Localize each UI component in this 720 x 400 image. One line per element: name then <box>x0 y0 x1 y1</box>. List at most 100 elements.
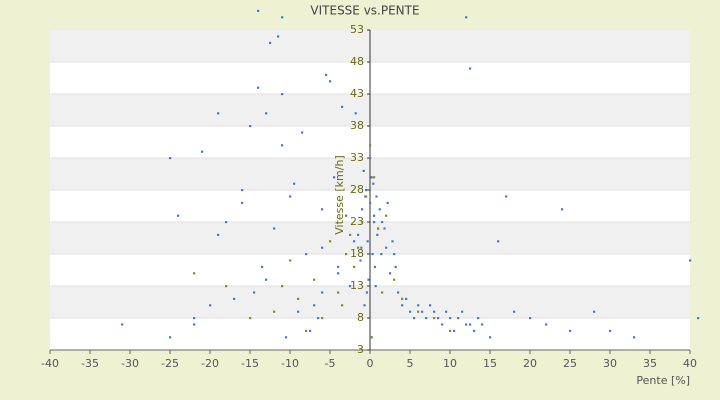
point <box>169 336 172 339</box>
point <box>225 285 228 288</box>
point <box>469 67 472 70</box>
point <box>378 208 381 211</box>
x-tick-label: 35 <box>643 357 657 370</box>
point <box>325 73 328 76</box>
point <box>381 221 384 224</box>
x-tick-label: 10 <box>443 357 457 370</box>
point <box>309 329 312 332</box>
point <box>354 112 357 115</box>
point <box>273 310 276 313</box>
point <box>529 317 532 320</box>
y-tick-label: 3 <box>357 343 364 356</box>
point <box>289 259 292 262</box>
chart-title: VITESSE vs.PENTE <box>310 4 419 18</box>
point <box>349 233 352 236</box>
point <box>217 233 220 236</box>
x-axis-label: Pente [%] <box>636 374 690 387</box>
y-tick-label: 48 <box>350 55 364 68</box>
point <box>359 259 362 262</box>
x-tick-label: 15 <box>483 357 497 370</box>
x-tick-label: -25 <box>161 357 179 370</box>
point <box>193 317 196 320</box>
point <box>433 310 436 313</box>
y-axis-label: Vitesse [km/h] <box>333 155 346 235</box>
point <box>265 112 268 115</box>
point <box>241 189 244 192</box>
point <box>361 208 364 211</box>
y-tick-label: 43 <box>350 87 364 100</box>
x-tick-label: 30 <box>603 357 617 370</box>
point <box>329 240 332 243</box>
point <box>429 304 432 307</box>
point <box>633 336 636 339</box>
x-tick-label: 0 <box>367 357 374 370</box>
point <box>361 221 364 224</box>
point <box>405 297 408 300</box>
point <box>362 169 365 172</box>
point <box>569 329 572 332</box>
point <box>369 144 372 147</box>
y-tick-label: 28 <box>350 183 364 196</box>
point <box>489 336 492 339</box>
point <box>593 310 596 313</box>
point <box>409 310 412 313</box>
point <box>453 329 456 332</box>
point <box>193 323 196 326</box>
point <box>374 285 377 288</box>
point <box>225 221 228 224</box>
x-tick-label: -5 <box>325 357 336 370</box>
point <box>393 278 396 281</box>
point <box>449 329 452 332</box>
x-tick-label: -15 <box>241 357 259 370</box>
point <box>337 265 340 268</box>
point <box>401 297 404 300</box>
point <box>371 253 374 256</box>
point <box>281 16 284 19</box>
point <box>370 336 373 339</box>
point <box>281 144 284 147</box>
point <box>321 208 324 211</box>
point <box>417 310 420 313</box>
point <box>301 131 304 134</box>
point <box>397 291 400 294</box>
point <box>437 317 440 320</box>
point <box>465 16 468 19</box>
point <box>401 304 404 307</box>
point <box>394 265 397 268</box>
point <box>353 265 356 268</box>
x-tick-label: -30 <box>121 357 139 370</box>
point <box>481 323 484 326</box>
point <box>385 214 388 217</box>
point <box>333 176 336 179</box>
point <box>505 195 508 198</box>
point <box>375 195 378 198</box>
point <box>376 233 379 236</box>
point <box>366 240 369 243</box>
point <box>449 317 452 320</box>
point <box>697 317 700 320</box>
point <box>233 297 236 300</box>
point <box>249 317 252 320</box>
point <box>281 93 284 96</box>
point <box>545 323 548 326</box>
y-tick-label: 13 <box>350 279 364 292</box>
point <box>417 304 420 307</box>
x-tick-label: 5 <box>407 357 414 370</box>
point <box>372 182 375 185</box>
point <box>217 112 220 115</box>
point <box>285 336 288 339</box>
point <box>386 201 389 204</box>
point <box>465 323 468 326</box>
point <box>365 189 368 192</box>
point <box>253 291 256 294</box>
point <box>241 201 244 204</box>
point <box>381 291 384 294</box>
point <box>345 253 348 256</box>
point <box>367 278 370 281</box>
point <box>373 214 376 217</box>
point <box>261 265 264 268</box>
point <box>357 233 360 236</box>
point <box>413 317 416 320</box>
point <box>370 176 373 179</box>
